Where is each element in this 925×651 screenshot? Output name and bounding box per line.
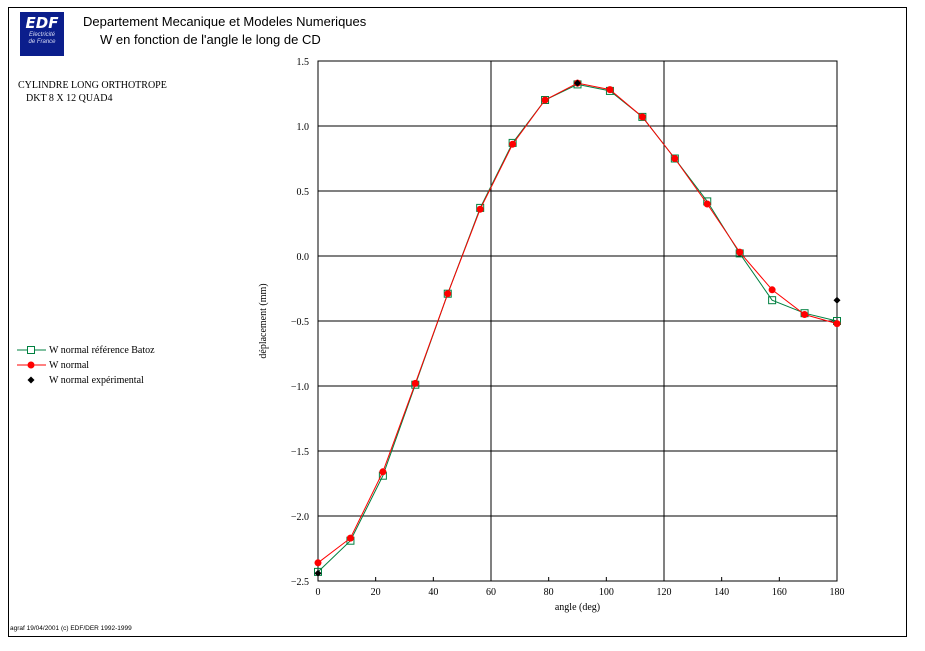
series-line (317, 83, 838, 573)
legend-normal-symbol (17, 361, 46, 369)
data-point-normal (801, 311, 809, 318)
data-point-experimental (833, 296, 841, 304)
case-mesh: DKT 8 X 12 QUAD4 (26, 93, 113, 104)
series-3 (314, 79, 841, 577)
legend-label-normal: W normal (49, 360, 90, 371)
legend: W normal référence Batoz W normal W norm… (16, 344, 206, 389)
legend-label-reference: W normal référence Batoz (49, 345, 155, 356)
data-point-experimental (314, 569, 322, 577)
legend-experimental-symbol (27, 376, 35, 384)
data-point-normal (476, 205, 484, 213)
logo-text: EDF (25, 14, 59, 32)
legend-label-experimental: W normal expérimental (49, 375, 144, 386)
data-point-normal (411, 379, 419, 387)
data-point-normal (379, 468, 387, 476)
series (314, 79, 841, 577)
x-tick-label: 160 (772, 587, 787, 598)
y-tick-label: −2.5 (291, 577, 309, 588)
data-point-normal (314, 559, 322, 567)
data-point-normal (768, 286, 776, 294)
logo-subtitle-2: de France (28, 39, 56, 45)
x-tick-label: 80 (544, 587, 554, 598)
data-point-normal (606, 86, 614, 94)
legend-reference-symbol (17, 346, 46, 354)
axis-ticks: 0 20 40 60 80 100 120 140 160 180 −2.5 −2.0 −1.5 −1.0… (291, 57, 845, 598)
x-tick-label: 140 (714, 587, 729, 598)
x-tick-label: 180 (830, 587, 845, 598)
logo-subtitle-1: Electricité (28, 32, 55, 38)
data-point-normal (541, 96, 549, 104)
footer-credit: agraf 19/04/2001 (c) EDF/DER 1992-1999 (10, 625, 132, 632)
data-point-normal (638, 113, 646, 121)
y-axis-label: déplacement (mm) (258, 283, 269, 358)
data-point-normal (833, 320, 841, 328)
series-1 (314, 80, 841, 576)
y-tick-label: −2.0 (291, 512, 309, 523)
series-line (317, 82, 838, 564)
y-tick-label: −1.0 (291, 382, 309, 393)
edf-logo: EDF Electricité de France (20, 12, 64, 56)
case-title: CYLINDRE LONG ORTHOTROPE (18, 80, 167, 91)
x-tick-label: 0 (316, 587, 321, 598)
y-tick-label: −0.5 (291, 317, 309, 328)
x-tick-label: 20 (371, 587, 381, 598)
data-point-normal (444, 290, 452, 298)
header-plot-title: W en fonction de l'angle le long de CD (100, 32, 321, 47)
x-tick-label: 120 (657, 587, 672, 598)
x-tick-label: 100 (599, 587, 614, 598)
y-tick-label: 1.5 (297, 57, 310, 68)
data-point-normal (736, 248, 744, 256)
page-frame (8, 7, 907, 637)
data-point-normal (509, 140, 517, 148)
series-2 (314, 79, 841, 567)
y-tick-label: 1.0 (297, 122, 310, 133)
data-point-normal (346, 534, 354, 542)
y-tick-label: 0.5 (297, 187, 310, 198)
data-point-reference (768, 296, 777, 305)
data-point-experimental (574, 79, 581, 87)
x-tick-label: 60 (486, 587, 496, 598)
y-tick-label: 0.0 (297, 252, 310, 263)
x-tick-label: 40 (428, 587, 438, 598)
legend-item-normal: W normal (16, 359, 206, 374)
grid (318, 61, 837, 581)
data-point-normal (703, 200, 711, 208)
legend-item-reference: W normal référence Batoz (16, 344, 206, 359)
data-point-normal (671, 155, 679, 162)
header-department: Departement Mecanique et Modeles Numeriq… (83, 14, 367, 29)
y-tick-label: −1.5 (291, 447, 309, 458)
x-axis-label: angle (deg) (555, 602, 600, 613)
legend-item-experimental: W normal expérimental (16, 374, 206, 389)
